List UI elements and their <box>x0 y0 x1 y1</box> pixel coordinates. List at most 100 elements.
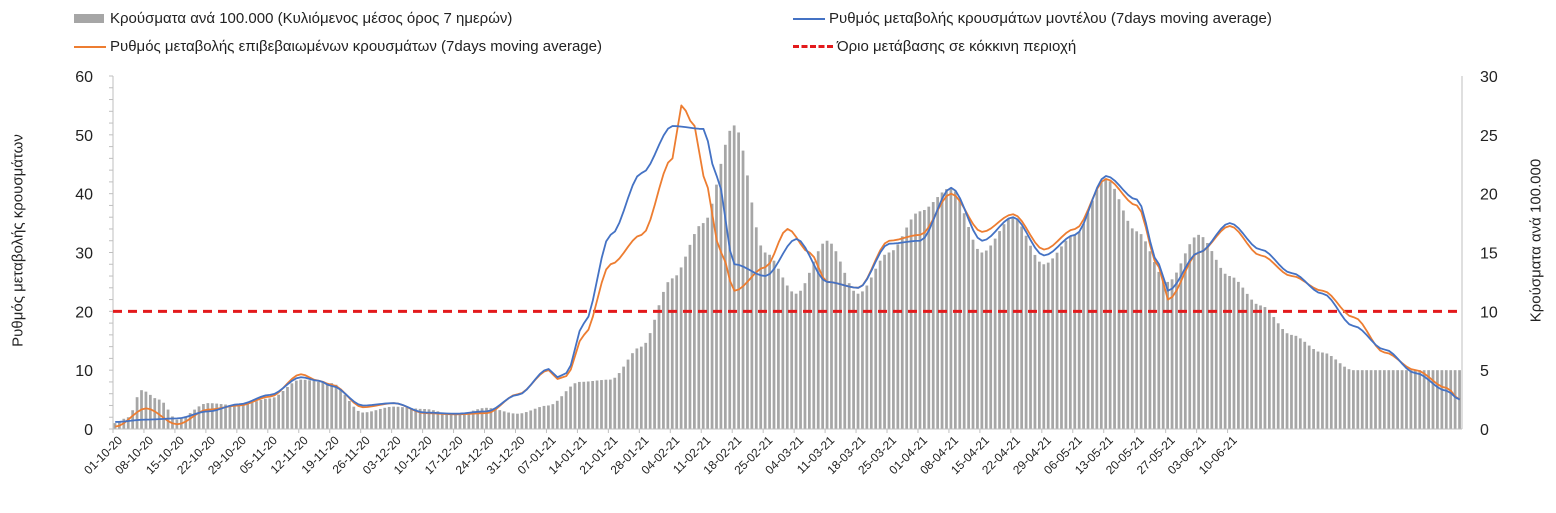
y-right-tick-label: 15 <box>1480 246 1498 263</box>
bar <box>401 407 404 429</box>
bar <box>272 397 276 429</box>
bar <box>1241 287 1245 429</box>
bar <box>909 219 913 429</box>
bar <box>493 408 497 429</box>
bar <box>529 410 533 429</box>
bar <box>445 413 449 429</box>
bar <box>635 348 639 429</box>
bar <box>675 275 679 429</box>
y-right-tick-label: 5 <box>1480 363 1489 380</box>
bar <box>1436 370 1439 429</box>
bar <box>936 197 940 429</box>
bar <box>812 261 816 429</box>
bar <box>586 381 590 429</box>
y-left-tick-label: 30 <box>75 246 93 263</box>
bar <box>387 406 391 429</box>
bar <box>569 386 572 429</box>
bar <box>763 252 767 429</box>
bar <box>423 409 426 429</box>
bar <box>1024 235 1028 429</box>
bar <box>1338 363 1342 429</box>
bar <box>759 245 763 429</box>
bar <box>1405 370 1408 429</box>
bar <box>1329 356 1333 429</box>
bar <box>750 202 754 429</box>
bar <box>1126 220 1130 429</box>
model-rate-line <box>115 125 1461 423</box>
y-left-tick-label: 0 <box>84 422 93 439</box>
bar <box>233 405 236 429</box>
bar <box>949 187 953 429</box>
bar <box>710 203 714 429</box>
bar <box>573 383 577 429</box>
bar <box>843 272 847 429</box>
bar <box>1396 370 1399 429</box>
bar <box>657 305 661 429</box>
bar <box>772 260 776 429</box>
bar <box>352 406 356 429</box>
y-left-tick-label: 40 <box>75 187 93 204</box>
bar <box>892 250 895 429</box>
bar <box>378 408 382 429</box>
bar <box>662 291 665 429</box>
bar <box>865 285 869 429</box>
bar <box>1440 370 1444 429</box>
bar <box>741 150 745 430</box>
bar <box>604 379 608 429</box>
bar <box>153 398 157 429</box>
legend-bars: Κρούσματα ανά 100.000 (Κυλιόμενος μέσος … <box>74 10 512 27</box>
bar <box>1188 244 1192 429</box>
bar <box>1453 370 1457 429</box>
bar <box>126 417 130 429</box>
bar <box>1267 311 1271 429</box>
bar <box>312 380 316 429</box>
bar <box>1254 303 1258 429</box>
legend-threshold: Όριο μετάβασης σε κόκκινη περιοχή <box>793 38 1076 55</box>
bar <box>670 278 674 429</box>
legend-bars-label: Κρούσματα ανά 100.000 (Κυλιόμενος μέσος … <box>110 10 513 27</box>
bar <box>299 379 303 429</box>
bar <box>1130 228 1134 429</box>
bar <box>449 414 453 429</box>
bar <box>644 342 648 429</box>
bar <box>454 414 457 429</box>
bar <box>1290 334 1293 429</box>
bar <box>883 254 886 429</box>
bar <box>1060 246 1063 429</box>
bar <box>259 399 263 429</box>
bar <box>436 411 440 429</box>
bar <box>356 410 360 429</box>
bar <box>374 410 378 429</box>
bar <box>547 405 550 429</box>
bar <box>144 391 148 429</box>
bar <box>210 403 214 429</box>
line-series <box>113 104 1462 428</box>
bar <box>1051 258 1055 429</box>
bar <box>971 239 975 429</box>
bar <box>409 408 413 429</box>
bar <box>852 290 855 429</box>
bar <box>1321 352 1324 429</box>
bar <box>440 412 444 429</box>
bar <box>830 243 833 429</box>
bar <box>162 402 165 429</box>
bar <box>706 217 710 429</box>
bar <box>914 213 917 429</box>
bar <box>1418 370 1422 429</box>
bar <box>1068 236 1072 429</box>
bar <box>281 391 285 429</box>
bar <box>197 406 201 429</box>
bar <box>1276 323 1280 429</box>
bar <box>1122 210 1125 429</box>
bar <box>392 406 395 429</box>
bar <box>900 236 904 429</box>
bar <box>551 404 555 429</box>
bar <box>317 381 320 429</box>
bar <box>321 382 325 429</box>
bar <box>1161 279 1165 429</box>
bar <box>502 411 506 429</box>
bar <box>1082 223 1085 429</box>
bar <box>1117 199 1121 429</box>
y-right-tick-label: 20 <box>1480 187 1498 204</box>
bar <box>224 404 227 429</box>
